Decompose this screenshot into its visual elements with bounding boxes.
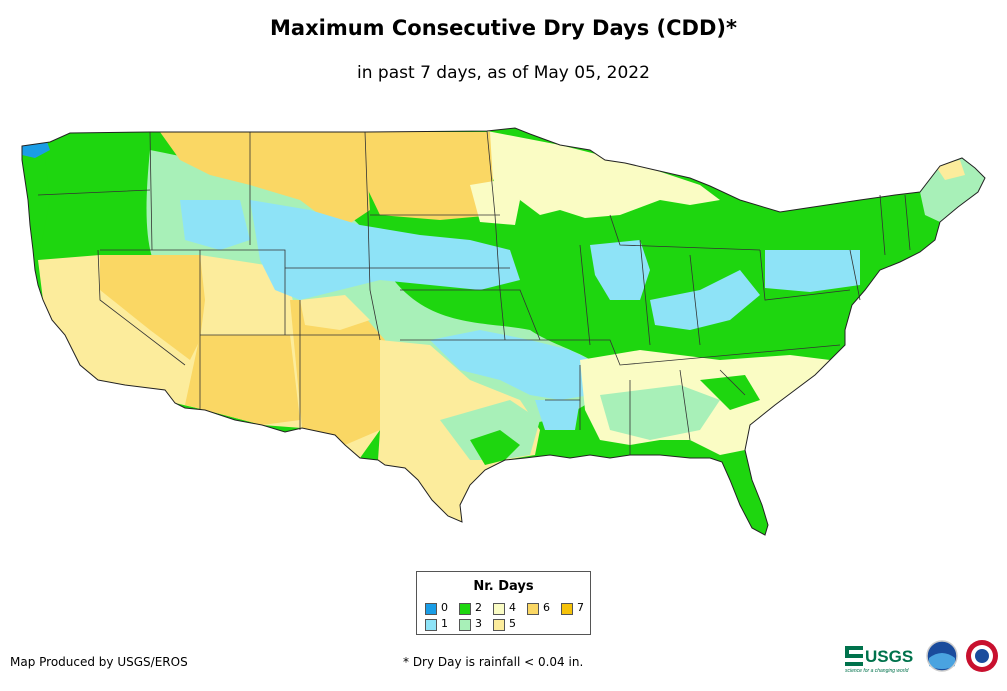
agency-logos: USGS science for a changing world bbox=[845, 640, 998, 674]
legend-label-3: 3 bbox=[475, 617, 482, 630]
cdd-region-2-georgia bbox=[700, 375, 760, 410]
cdd-region-6-nevada bbox=[100, 255, 205, 360]
cdd-region-1-oklahoma bbox=[430, 330, 600, 400]
cdd-region-5-colorado bbox=[300, 295, 370, 330]
legend-label-5: 5 bbox=[509, 617, 516, 630]
cdd-region-1-illinois bbox=[590, 240, 650, 300]
legend-swatch-3 bbox=[459, 619, 471, 631]
usgs-logo: USGS science for a changing world bbox=[845, 646, 913, 674]
legend-box: Nr. Days 0 1 2 3 4 5 6 7 bbox=[416, 571, 591, 635]
legend-label-7: 7 bbox=[577, 601, 584, 614]
cdd-region-6-dakotas bbox=[365, 132, 495, 220]
map-credit: Map Produced by USGS/EROS bbox=[10, 655, 188, 669]
cdd-region-6-arizona bbox=[185, 335, 300, 425]
legend-label-6: 6 bbox=[543, 601, 550, 614]
cdd-region-2-florida bbox=[722, 455, 765, 530]
map-title: Maximum Consecutive Dry Days (CDD)* bbox=[270, 16, 737, 40]
legend-swatch-4 bbox=[493, 603, 505, 615]
legend-label-0: 0 bbox=[441, 601, 448, 614]
legend-swatch-1 bbox=[425, 619, 437, 631]
cdd-region-1-central bbox=[250, 200, 520, 300]
cdd-region-1-ohio-valley bbox=[650, 270, 760, 330]
legend-label-4: 4 bbox=[509, 601, 516, 614]
usgs-logo-tagline: science for a changing world bbox=[845, 668, 909, 674]
cdd-region-6-north bbox=[160, 132, 370, 230]
nws-logo bbox=[966, 640, 998, 672]
cdd-color-field bbox=[22, 128, 985, 535]
legend-swatch-6 bbox=[527, 603, 539, 615]
cdd-region-2-coast bbox=[25, 158, 50, 250]
cdd-region-6-newmexico bbox=[290, 300, 385, 445]
dry-day-footnote: * Dry Day is rainfall < 0.04 in. bbox=[403, 655, 584, 669]
cdd-region-3-maine bbox=[920, 158, 985, 222]
legend-swatch-5 bbox=[493, 619, 505, 631]
legend-label-1: 1 bbox=[441, 617, 448, 630]
cdd-region-1-idaho bbox=[180, 200, 250, 250]
cdd-region-1-pennsylvania bbox=[765, 250, 860, 292]
map-subtitle: in past 7 days, as of May 05, 2022 bbox=[357, 63, 650, 83]
legend-swatch-2 bbox=[459, 603, 471, 615]
legend-swatch-7 bbox=[561, 603, 573, 615]
legend-label-2: 2 bbox=[475, 601, 482, 614]
cdd-region-4 bbox=[487, 131, 720, 218]
cdd-region-4-mn bbox=[470, 180, 520, 225]
usgs-logo-text: USGS bbox=[865, 647, 913, 666]
cdd-region-2-texas bbox=[470, 430, 520, 465]
legend-title: Nr. Days bbox=[473, 579, 534, 594]
legend-swatch-0 bbox=[425, 603, 437, 615]
state-boundaries bbox=[37, 130, 911, 455]
noaa-logo bbox=[926, 640, 958, 672]
cdd-region-1-louisiana bbox=[535, 400, 580, 430]
